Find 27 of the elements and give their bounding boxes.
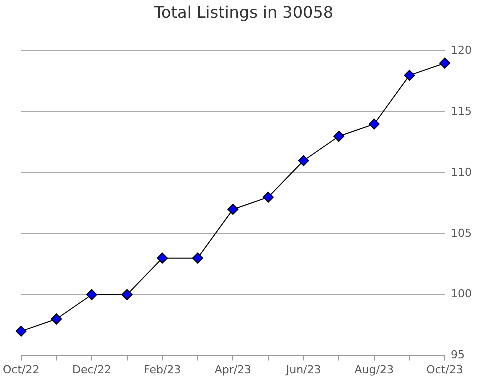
y-tick-label: 110 <box>451 166 472 179</box>
chart-title: Total Listings in 30058 <box>153 2 334 22</box>
point <box>334 130 345 142</box>
x-tick-label: Oct/22 <box>2 363 40 376</box>
x-tick-label: Feb/23 <box>144 363 182 376</box>
point <box>404 70 416 82</box>
point <box>368 118 380 130</box>
x-tick-label: Oct/23 <box>426 363 464 376</box>
point <box>440 58 451 69</box>
y-tick-label: 95 <box>451 348 466 362</box>
point <box>192 252 204 264</box>
point <box>157 252 168 264</box>
y-tick-label: 115 <box>451 104 472 118</box>
x-tick-label: Jun/23 <box>285 363 322 376</box>
x-tick-label: Dec/22 <box>72 363 112 376</box>
y-tick-label: 105 <box>451 226 472 240</box>
point <box>228 204 239 216</box>
point <box>262 192 274 203</box>
point <box>298 155 310 166</box>
x-tick-label: Apr/23 <box>214 363 252 376</box>
point <box>122 289 133 300</box>
point <box>51 314 62 325</box>
point <box>86 289 98 300</box>
x-tick-label: Aug/23 <box>354 363 394 376</box>
y-tick-label: 100 <box>451 288 472 301</box>
y-tick-label: 120 <box>451 44 472 58</box>
point <box>16 326 27 337</box>
